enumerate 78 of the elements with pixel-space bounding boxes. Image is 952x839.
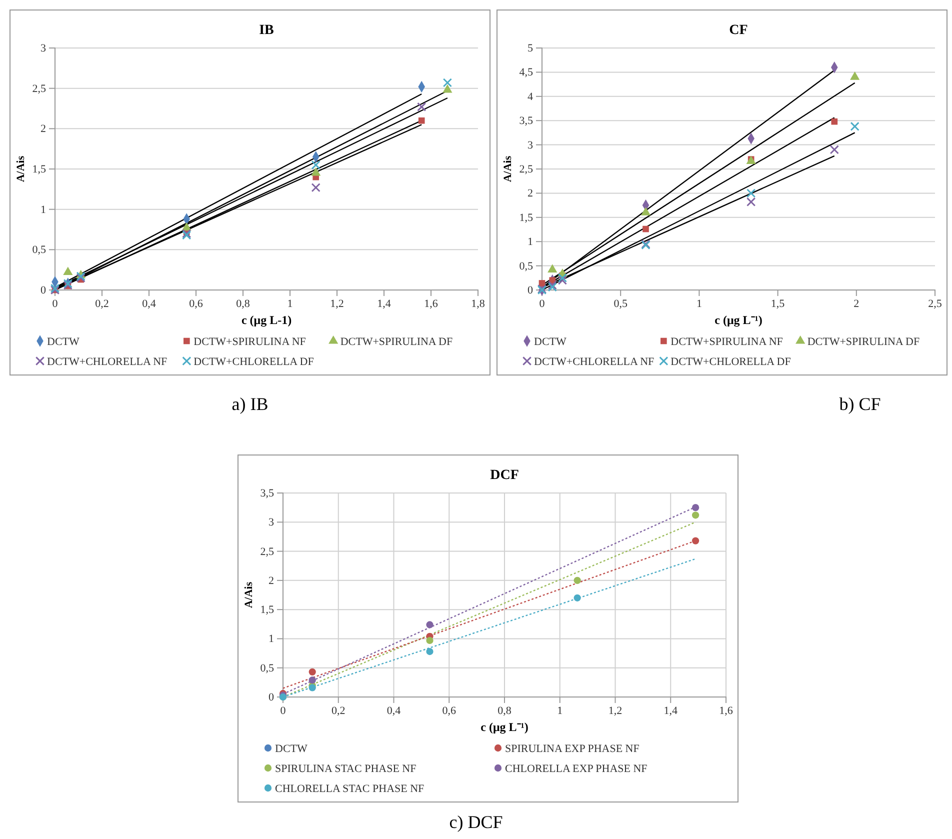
chart-title: IB bbox=[259, 23, 274, 38]
y-tick-label: 4 bbox=[528, 90, 534, 103]
y-axis-title: A/Ais bbox=[502, 155, 514, 182]
x-tick-label: 0,2 bbox=[332, 704, 346, 717]
legend-label: DCTW bbox=[47, 336, 80, 348]
y-tick-label: 2 bbox=[268, 574, 274, 587]
x-axis-title: c (μg L-1) bbox=[241, 313, 292, 327]
legend-label: DCTW+CHLORELLA DF bbox=[194, 356, 314, 368]
y-tick-label: 2 bbox=[40, 123, 46, 136]
y-tick-label: 1 bbox=[40, 204, 46, 216]
legend-label: DCTW bbox=[275, 743, 308, 755]
x-tick-label: 2,5 bbox=[928, 298, 942, 310]
text: b) CF bbox=[839, 394, 881, 414]
x-tick-label: 1 bbox=[287, 298, 293, 310]
y-tick-label: 3 bbox=[40, 42, 46, 55]
legend-label: DCTW+SPIRULINA DF bbox=[340, 336, 453, 348]
chart-title: CF bbox=[729, 23, 748, 38]
chart-title: DCF bbox=[490, 468, 519, 483]
x-tick-label: 1,8 bbox=[471, 298, 486, 310]
text: a) IB bbox=[232, 394, 268, 414]
x-axis-title: c (μg L⁻¹) bbox=[480, 720, 528, 734]
y-tick-label: 0,5 bbox=[519, 260, 534, 272]
y-axis-title: A/Ais bbox=[15, 155, 27, 182]
y-tick-label: 1,5 bbox=[32, 164, 46, 176]
x-tick-label: 0,4 bbox=[386, 704, 402, 717]
x-tick-label: 1,6 bbox=[424, 298, 438, 310]
legend-label: CHLORELLA EXP PHASE NF bbox=[505, 763, 648, 775]
x-tick-label: 1,2 bbox=[608, 704, 622, 717]
legend-label: SPIRULINA EXP PHASE NF bbox=[505, 743, 640, 755]
text: c) DCF bbox=[449, 812, 503, 832]
x-tick-label: 1,4 bbox=[377, 298, 392, 310]
y-tick-label: 0,5 bbox=[260, 662, 274, 674]
legend-label: DCTW+SPIRULINA NF bbox=[194, 336, 306, 348]
x-tick-label: 0,8 bbox=[498, 704, 512, 717]
y-axis-title: A/Ais bbox=[243, 581, 255, 608]
x-tick-label: 1 bbox=[557, 704, 563, 717]
y-tick-label: 1 bbox=[528, 236, 533, 248]
legend-label: DCTW+CHLORELLA NF bbox=[534, 356, 654, 368]
x-tick-label: 0,2 bbox=[95, 298, 109, 310]
y-tick-label: 2,5 bbox=[260, 546, 274, 558]
y-tick-label: 2 bbox=[528, 188, 533, 200]
x-tick-label: 1,6 bbox=[719, 704, 734, 717]
x-tick-label: 0,6 bbox=[442, 704, 456, 717]
x-tick-label: 0 bbox=[280, 704, 286, 717]
x-tick-label: 0,8 bbox=[236, 298, 250, 310]
x-tick-label: 2 bbox=[854, 298, 860, 310]
y-tick-label: 1,5 bbox=[260, 604, 274, 616]
y-tick-label: 1,5 bbox=[519, 212, 534, 224]
legend-label: SPIRULINA STAC PHASE NF bbox=[275, 763, 416, 775]
legend-label: DCTW bbox=[534, 336, 567, 348]
y-tick-label: 5 bbox=[528, 42, 534, 55]
legend-label: DCTW+CHLORELLA DF bbox=[670, 356, 791, 368]
legend-label: CHLORELLA STAC PHASE NF bbox=[275, 783, 424, 795]
x-tick-label: 1,5 bbox=[770, 298, 786, 310]
legend-label: DCTW+CHLORELLA NF bbox=[47, 356, 168, 368]
y-tick-label: 3,5 bbox=[519, 115, 534, 128]
y-tick-label: 4,5 bbox=[519, 66, 534, 79]
y-tick-label: 3,5 bbox=[260, 488, 274, 500]
x-tick-label: 0,4 bbox=[142, 298, 156, 310]
y-tick-label: 0 bbox=[528, 284, 534, 297]
x-tick-label: 0,5 bbox=[614, 298, 628, 310]
y-tick-label: 3 bbox=[528, 139, 534, 152]
x-axis-title: c (μg L⁻¹) bbox=[714, 313, 762, 327]
x-tick-label: 1,2 bbox=[330, 298, 344, 310]
x-tick-label: 0 bbox=[52, 298, 58, 310]
x-tick-label: 0,6 bbox=[189, 298, 204, 310]
y-tick-label: 2,5 bbox=[519, 164, 534, 176]
x-tick-label: 1,4 bbox=[664, 704, 678, 717]
y-tick-label: 3 bbox=[268, 516, 274, 529]
y-tick-label: 2,5 bbox=[32, 82, 46, 95]
y-tick-label: 0 bbox=[40, 284, 46, 297]
x-tick-label: 0 bbox=[539, 298, 546, 310]
x-tick-label: 1 bbox=[696, 298, 702, 310]
y-tick-label: 0 bbox=[268, 692, 274, 704]
legend-label: DCTW+SPIRULINA DF bbox=[807, 336, 920, 348]
y-tick-label: 1 bbox=[268, 633, 274, 646]
legend-label: DCTW+SPIRULINA NF bbox=[670, 336, 783, 348]
y-tick-label: 0,5 bbox=[32, 244, 46, 256]
